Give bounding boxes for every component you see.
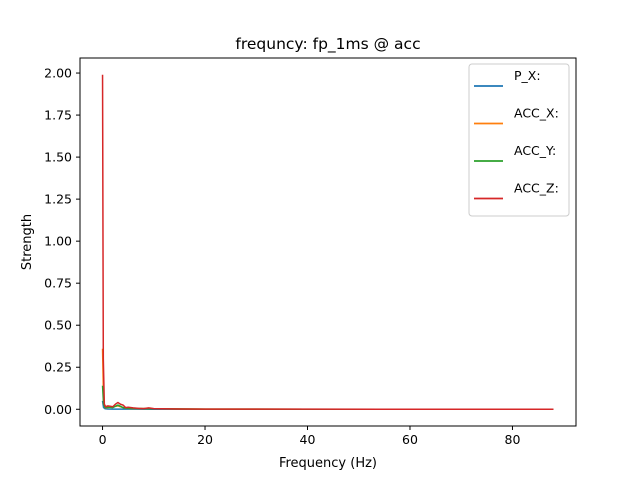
legend-label: P_X: [514, 68, 541, 83]
series-line-4 [101, 74, 554, 411]
y-tick-label: 2.00 [44, 66, 72, 81]
x-tick-label: 20 [197, 432, 213, 447]
legend-label: ACC_Y: [514, 143, 556, 158]
x-axis-label: Frequency (Hz) [279, 456, 377, 471]
legend: P_X: ACC_X: ACC_Y: ACC_Z: [468, 63, 570, 217]
legend-box [468, 63, 570, 217]
y-tick-label: 0.50 [44, 318, 72, 333]
y-tick-label: 0.00 [44, 402, 72, 417]
y-tick-label: 1.50 [44, 150, 72, 165]
chart-title: frequncy: fp_1ms @ acc [235, 35, 420, 54]
x-tick-label: 60 [402, 432, 418, 447]
y-tick-label: 0.25 [44, 360, 72, 375]
y-axis-label: Strength [20, 214, 35, 270]
legend-label: ACC_X: [514, 106, 559, 121]
x-axis: 0 20 40 60 80 [99, 426, 521, 447]
x-tick-label: 40 [300, 432, 316, 447]
y-tick-label: 1.75 [44, 108, 72, 123]
y-axis: 0.00 0.25 0.50 0.75 1.00 1.25 1.50 1.75 2.00 [44, 66, 80, 417]
y-tick-label: 1.00 [44, 234, 72, 249]
series-layer [101, 74, 554, 411]
x-tick-label: 80 [505, 432, 521, 447]
x-tick-label: 0 [99, 432, 107, 447]
plot-frame [79, 57, 577, 427]
legend-label: ACC_Z: [514, 181, 559, 196]
y-tick-label: 0.75 [44, 276, 72, 291]
y-tick-label: 1.25 [44, 192, 72, 207]
